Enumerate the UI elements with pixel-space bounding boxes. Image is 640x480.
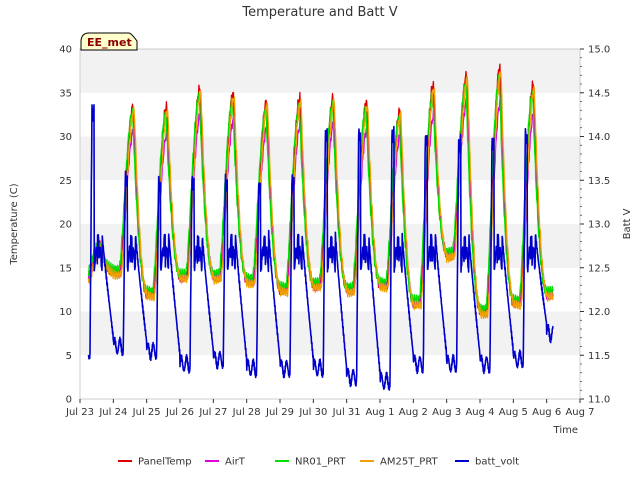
y-tick-label: 10 (59, 307, 72, 318)
site-label-box: EE_met (80, 32, 138, 51)
x-tick-label: Jul 26 (165, 407, 194, 418)
grid-band (80, 311, 580, 356)
y2-tick-label: 14.5 (588, 88, 610, 99)
x-tick-label: Jul 25 (132, 407, 161, 418)
legend-label: NR01_PRT (295, 457, 346, 468)
site-label-frame (80, 32, 138, 51)
x-tick-label: Jul 23 (65, 407, 94, 418)
y-tick-label: 40 (59, 45, 72, 56)
x-tick-label: Jul 27 (198, 407, 227, 418)
x-tick-label: Aug 6 (532, 407, 561, 418)
x-tick-label: Aug 7 (565, 407, 594, 418)
series-layer (87, 63, 554, 391)
x-axis-label: Time (553, 425, 578, 436)
x-tick-label: Jul 24 (98, 407, 127, 418)
x-tick-label: Aug 1 (365, 407, 394, 418)
y2-tick-label: 13.5 (588, 176, 610, 187)
y-tick-label: 25 (59, 176, 72, 187)
legend-label: AirT (225, 457, 246, 468)
y-tick-label: 5 (66, 351, 72, 362)
y-tick-label: 30 (59, 132, 72, 143)
y2-tick-label: 11.5 (588, 351, 610, 362)
y-axis-label: Temperature (C) (9, 183, 20, 265)
legend: PanelTemp AirT NR01_PRT AM25T_PRT batt_volt (118, 457, 519, 468)
y-tick-label: 15 (59, 263, 72, 274)
series-line-batt_volt (87, 104, 554, 391)
y2-tick-label: 13.0 (588, 220, 610, 231)
x-tick-label: Aug 5 (499, 407, 528, 418)
y2-axis-label: Batt V (622, 208, 633, 239)
y2-tick-label: 11.0 (588, 395, 610, 406)
x-tick-label: Jul 29 (265, 407, 294, 418)
x-tick-label: Aug 4 (465, 407, 494, 418)
y2-tick-label: 12.0 (588, 307, 610, 318)
x-tick-label: Aug 3 (432, 407, 461, 418)
y-tick-label: 35 (59, 88, 72, 99)
y2-tick-label: 12.5 (588, 263, 610, 274)
y2-tick-label: 15.0 (588, 45, 610, 56)
y2-tick-label: 14.0 (588, 132, 610, 143)
grid-band (80, 49, 580, 93)
legend-label: AM25T_PRT (380, 457, 439, 468)
y-tick-label: 0 (66, 395, 72, 406)
y-axis-left: 0 5 10 15 20 25 30 35 40 (59, 45, 72, 406)
y-tick-label: 20 (59, 220, 72, 231)
x-tick-label: Jul 28 (232, 407, 261, 418)
x-axis: Jul 23 Jul 24 Jul 25 Jul 26 Jul 27 Jul 28 Jul … (65, 399, 595, 418)
x-tick-label: Jul 31 (332, 407, 361, 418)
legend-label: PanelTemp (138, 457, 192, 468)
site-label: EE_met (87, 36, 132, 49)
x-tick-label: Aug 2 (399, 407, 428, 418)
chart-title: Temperature and Batt V (241, 5, 397, 20)
series-line-am25t_prt (87, 71, 554, 320)
x-tick-label: Jul 30 (298, 407, 327, 418)
y-axis-right: 11.0 11.5 12.0 12.5 13.0 13.5 14.0 14.5 15.0 (580, 45, 610, 406)
legend-label: batt_volt (475, 457, 519, 468)
